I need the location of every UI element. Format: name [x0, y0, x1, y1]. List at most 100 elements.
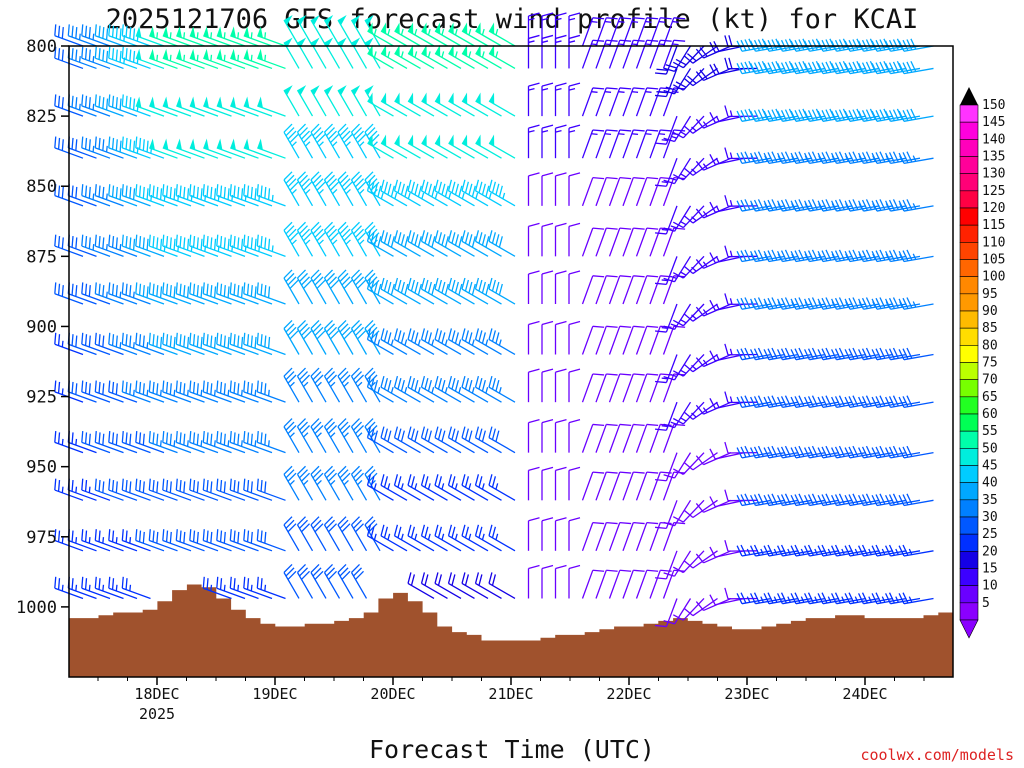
- wind-barb: [216, 138, 246, 159]
- wind-barb: [474, 230, 502, 257]
- wind-barb: [581, 423, 605, 453]
- colorbar-label: 40: [982, 476, 998, 491]
- wind-barb: [175, 380, 205, 403]
- wind-barb: [554, 124, 567, 159]
- colorbar-segment: [959, 396, 979, 415]
- wind-barb: [622, 275, 645, 305]
- wind-barb: [461, 44, 489, 69]
- wind-barb: [608, 129, 632, 159]
- wind-barb: [461, 230, 489, 257]
- wind-barb: [488, 134, 516, 159]
- wind-barb: [135, 332, 165, 356]
- y-tick-label: 800: [26, 37, 57, 57]
- wind-barb: [420, 426, 448, 454]
- wind-barb: [323, 269, 341, 305]
- wind-barb: [310, 269, 327, 305]
- colorbar-label: 90: [982, 304, 998, 319]
- colorbar-bottom-arrow: [959, 619, 979, 639]
- wind-barb: [568, 320, 581, 355]
- wind-barb: [447, 524, 475, 552]
- wind-barb: [216, 529, 246, 552]
- wind-barb: [310, 171, 327, 207]
- wind-barb: [488, 230, 516, 257]
- wind-barb: [608, 373, 632, 403]
- wind-barb: [216, 576, 246, 600]
- wind-barb: [94, 576, 124, 600]
- wind-barb: [434, 44, 462, 69]
- wind-barb: [898, 199, 934, 212]
- wind-barb: [202, 430, 232, 454]
- wind-barb: [608, 177, 632, 207]
- wind-barb: [871, 60, 907, 75]
- wind-barb: [407, 474, 435, 501]
- wind-barb: [885, 544, 921, 557]
- x-tick-label: 21DEC: [488, 685, 533, 703]
- wind-barb: [94, 430, 124, 454]
- wind-barb: [283, 37, 300, 69]
- wind-barb: [420, 179, 448, 207]
- wind-barb: [366, 426, 394, 454]
- credit-text: coolwx.com/models: [860, 746, 1014, 764]
- wind-barb: [189, 380, 219, 403]
- wind-barb: [337, 269, 354, 305]
- wind-barb: [257, 26, 286, 47]
- colorbar-label: 60: [982, 407, 998, 422]
- wind-barb: [337, 15, 354, 47]
- wind-barb: [608, 17, 632, 47]
- wind-barb: [554, 466, 567, 501]
- wind-barb: [121, 46, 151, 70]
- wind-barb: [622, 373, 645, 403]
- wind-barb: [367, 22, 394, 47]
- wind-barb: [350, 85, 368, 117]
- wind-barb: [366, 328, 394, 356]
- wind-barb: [475, 22, 502, 47]
- colorbar-label: 130: [982, 167, 1005, 182]
- wind-barb: [622, 87, 645, 117]
- wind-barb: [148, 282, 178, 305]
- wind-barb: [622, 177, 645, 207]
- wind-barb: [283, 171, 300, 207]
- wind-barb: [203, 96, 232, 117]
- wind-barb: [527, 124, 540, 159]
- wind-barb: [243, 332, 273, 356]
- wind-barb: [447, 277, 475, 305]
- wind-barb: [202, 576, 232, 600]
- wind-barb: [595, 177, 618, 207]
- wind-barb: [337, 367, 354, 403]
- wind-barb: [898, 297, 934, 310]
- wind-barb: [420, 328, 448, 356]
- wind-barb: [663, 45, 692, 73]
- wind-barb: [622, 17, 645, 47]
- wind-barb: [448, 22, 475, 47]
- wind-barb: [81, 136, 111, 159]
- wind-barb: [434, 572, 462, 600]
- colorbar-label: 50: [982, 441, 998, 456]
- wind-barb: [474, 375, 502, 403]
- wind-barb: [148, 380, 178, 403]
- colorbar-label: 125: [982, 184, 1005, 199]
- wind-barb: [407, 179, 435, 207]
- wind-barb: [81, 430, 111, 454]
- colorbar-top-arrow: [960, 87, 978, 105]
- wind-barb: [554, 172, 567, 206]
- colorbar-segment: [959, 259, 979, 277]
- wind-barb: [162, 138, 192, 159]
- wind-barb: [568, 34, 581, 69]
- wind-barb: [121, 380, 151, 403]
- wind-barb: [256, 380, 286, 403]
- wind-barb: [203, 26, 232, 47]
- wind-barb: [407, 134, 435, 159]
- wind-barb: [135, 234, 165, 257]
- wind-barb: [474, 179, 502, 207]
- wind-barb: [527, 34, 540, 69]
- wind-barb: [541, 320, 554, 355]
- colorbar-segment: [959, 499, 979, 518]
- colorbar-segment: [959, 242, 979, 260]
- wind-barb: [121, 234, 151, 257]
- wind-barb: [135, 478, 165, 501]
- wind-barb: [243, 380, 273, 403]
- wind-barb: [108, 529, 138, 552]
- wind-barb: [622, 227, 645, 257]
- wind-barb: [337, 465, 354, 501]
- wind-barb: [474, 524, 502, 552]
